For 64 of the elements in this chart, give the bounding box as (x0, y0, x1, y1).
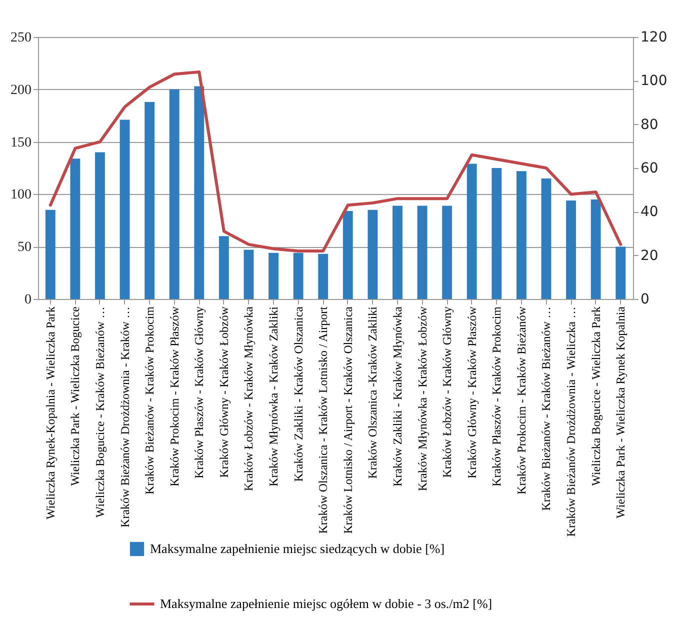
bar (590, 199, 601, 299)
bar (144, 102, 155, 299)
y-tick-label: 100 (10, 188, 32, 203)
x-tick-label: Kraków Łobzów - Kraków Młynówka (242, 306, 256, 492)
bar (95, 152, 105, 299)
bar (466, 164, 477, 299)
x-tick-label: Kraków Młynówka - Kraków Łobzów (415, 306, 430, 492)
x-tick-label: Kraków Młynówka - Kraków Zakliki (266, 306, 281, 486)
y-tick-label: 200 (10, 82, 32, 98)
x-tick-label: Kraków Lotnisko / Airport - Kraków Olszanica (340, 306, 355, 534)
y2-tick-label: 120 (640, 30, 668, 46)
x-tick-label: Kraków Bieżanów - Kraków Prokocim (142, 306, 157, 494)
bar (442, 206, 452, 299)
x-tick-label: Kraków Zakliki - Kraków Młynówka (390, 306, 404, 486)
x-tick-label: Wieliczka Park - Wieliczka Rynek Kopalnia (614, 306, 628, 518)
bar (566, 200, 576, 299)
legend-label: Maksymalne zapełnienie miejsc ogółem w dobie - 3 os./m2 [%] (160, 596, 492, 611)
y-tick-label: 250 (10, 30, 32, 46)
bar (268, 252, 278, 299)
x-tick-label: Wieliczka Park - Wieliczka Bogucice (68, 306, 82, 486)
x-tick-label: Kraków Bieżanów Drożdżownia - Wieliczka … (564, 306, 578, 537)
y2-tick-label: 100 (640, 73, 668, 90)
x-tick-label: Kraków Olszanica - Kraków Lotnisko / Airport (316, 306, 330, 534)
bar (368, 210, 378, 299)
y-tick-label: 50 (18, 240, 32, 256)
bar (218, 236, 229, 299)
bar (616, 246, 626, 299)
x-tick-label: Kraków Bieżanów - Kraków Bieżanów … (539, 306, 554, 511)
y-tick-label: 0 (24, 292, 32, 308)
bar (194, 86, 204, 299)
x-tick-label: Kraków Płaszów - Kraków Główny (192, 306, 206, 478)
x-tick-label: Kraków Łobzów - Kraków Główny (440, 306, 454, 478)
x-tick-label: Kraków Płaszów - Kraków Prokocim (490, 306, 504, 486)
x-tick-label: Wieliczka Bogucice - Wieliczka Park (588, 306, 603, 486)
x-tick-label: Kraków Prokocim - Kraków Płaszów (167, 306, 182, 486)
bar (169, 89, 180, 299)
bar (120, 120, 130, 299)
y2-tick-label: 0 (640, 292, 650, 308)
bar (516, 171, 526, 299)
y2-tick-label: 80 (640, 116, 658, 133)
bar (492, 168, 502, 299)
bar (45, 210, 56, 299)
bar (342, 210, 353, 299)
line-series (48, 70, 622, 252)
y-tick-label: 150 (10, 135, 32, 150)
x-tick-label: Wieliczka Rynek-Kopalnia - Wieliczka Park (43, 306, 58, 520)
x-tick-label: Kraków Główny - Kraków Płaszów (464, 306, 479, 478)
y2-tick-label: 20 (640, 248, 658, 264)
bar (417, 206, 428, 299)
y2-tick-label: 40 (640, 204, 658, 220)
y2-tick-label: 60 (640, 160, 658, 176)
bar (392, 206, 402, 299)
bar (70, 158, 80, 299)
x-tick-label: Kraków Zakliki - Kraków Olszanica (291, 306, 306, 482)
bar (318, 254, 328, 299)
x-tick-label: Wieliczka Bogucice - Kraków Bieżanów … (92, 306, 107, 518)
x-tick-label: Kraków Główny - Kraków Łobzów (216, 306, 231, 478)
x-tick-label: Kraków Prokocim - Kraków Bieżanów (514, 306, 528, 494)
x-tick-label: Kraków Bieżanów Drożdżownia - Kraków … (118, 306, 132, 528)
x-tick-label: Kraków Olszanica -Kraków Zakliki (366, 306, 380, 479)
legend-label: Maksymalne zapełnienie miejsc siedzących w dobie [%] (150, 541, 445, 556)
bar (244, 250, 254, 299)
bar (541, 178, 552, 299)
bar (293, 252, 304, 299)
